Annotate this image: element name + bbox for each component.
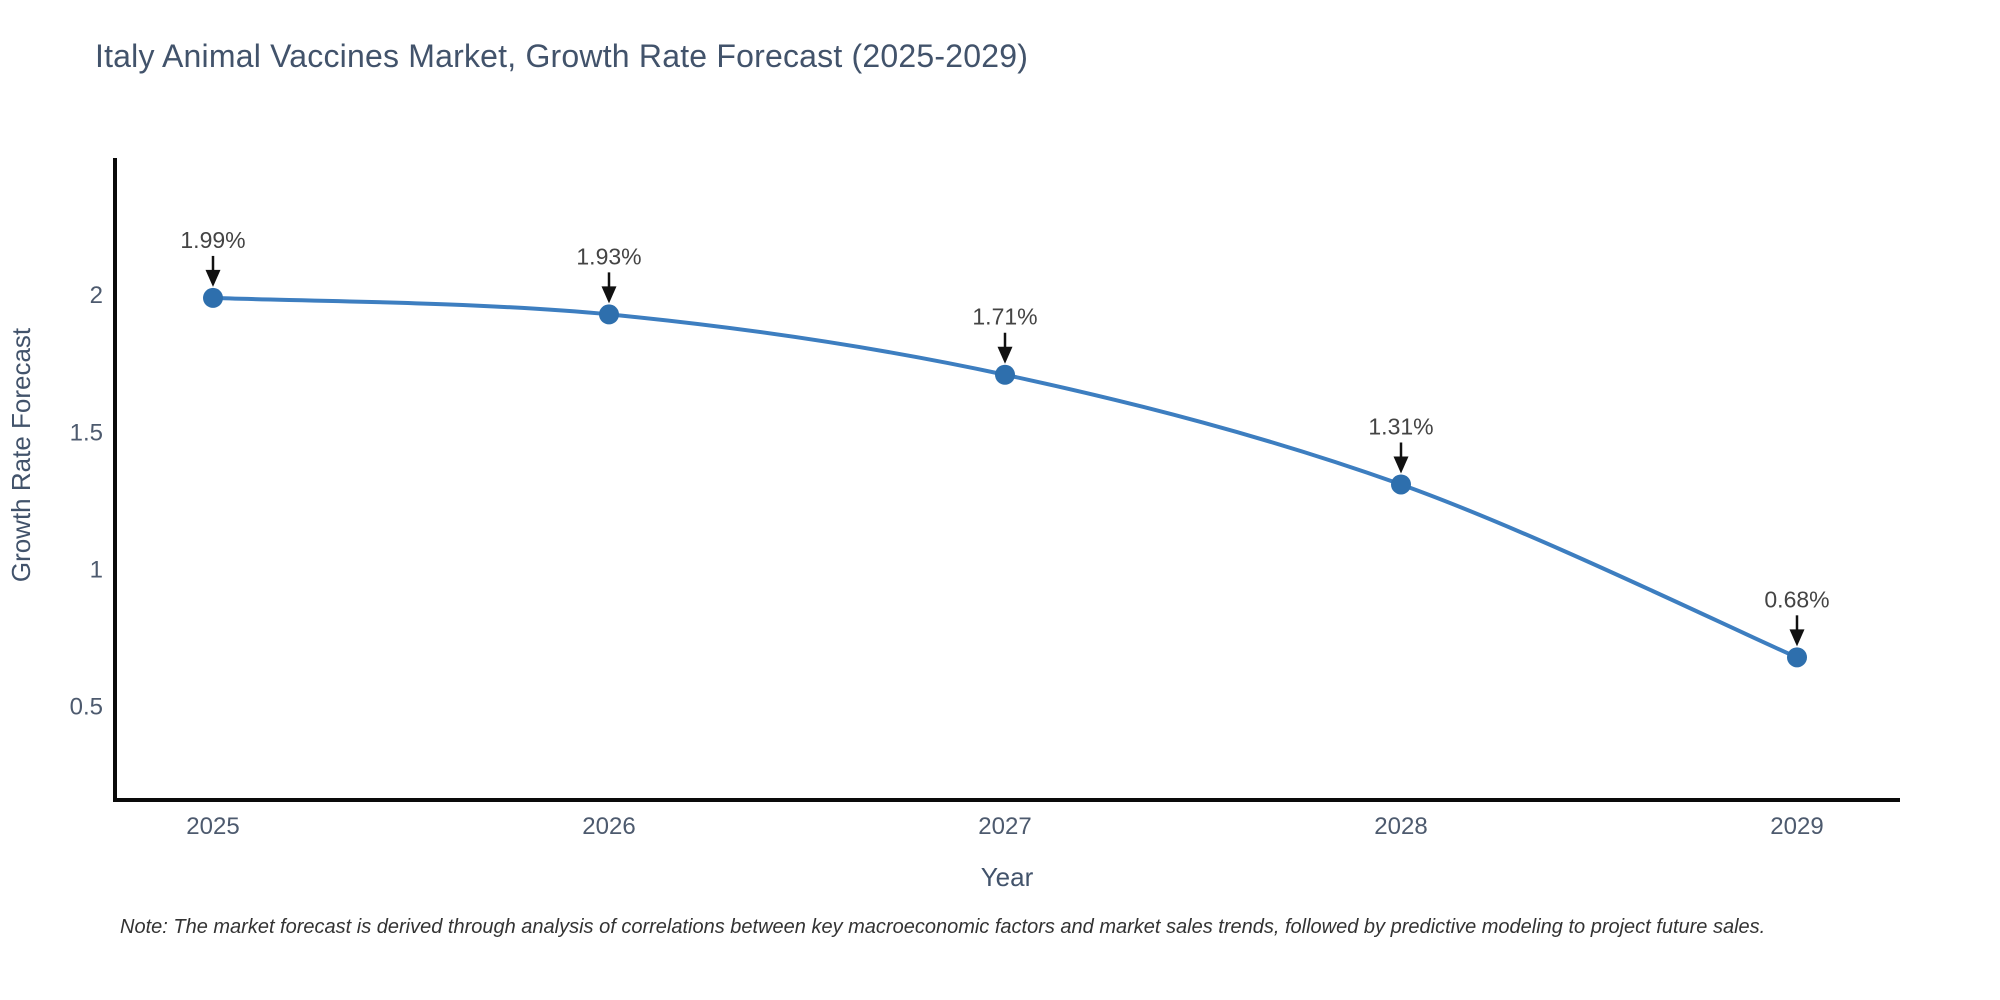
data-point-label: 1.71% (972, 304, 1037, 330)
y-tick-label: 0.5 (70, 694, 103, 721)
annotation-arrowhead-icon (601, 286, 617, 304)
annotation-arrowhead-icon (997, 346, 1013, 364)
x-axis-title: Year (981, 862, 1034, 892)
annotation-arrowhead-icon (205, 269, 221, 287)
y-tick-label: 1.5 (70, 419, 103, 446)
data-point-marker (599, 304, 619, 325)
annotation-arrowhead-icon (1789, 629, 1805, 647)
x-tick-label: 2029 (1770, 813, 1823, 840)
data-point-marker (995, 364, 1015, 385)
data-point-marker (1787, 647, 1807, 668)
y-axis-title: Growth Rate Forecast (6, 327, 36, 582)
chart-title: Italy Animal Vaccines Market, Growth Rat… (95, 38, 1029, 74)
data-point-label: 1.31% (1368, 413, 1433, 439)
x-tick-label: 2028 (1374, 813, 1427, 840)
data-point-label: 1.93% (576, 243, 641, 269)
annotation-arrowhead-icon (1393, 456, 1409, 474)
data-point-marker (203, 287, 223, 308)
y-tick-label: 1 (90, 557, 103, 584)
chart-footnote: Note: The market forecast is derived thr… (120, 916, 1766, 938)
x-tick-label: 2026 (582, 813, 635, 840)
x-tick-label: 2025 (186, 813, 239, 840)
x-tick-label: 2027 (978, 813, 1031, 840)
data-point-label: 0.68% (1764, 586, 1829, 612)
data-point-label: 1.99% (180, 227, 245, 253)
y-tick-label: 2 (90, 282, 103, 309)
data-point-marker (1391, 474, 1411, 495)
